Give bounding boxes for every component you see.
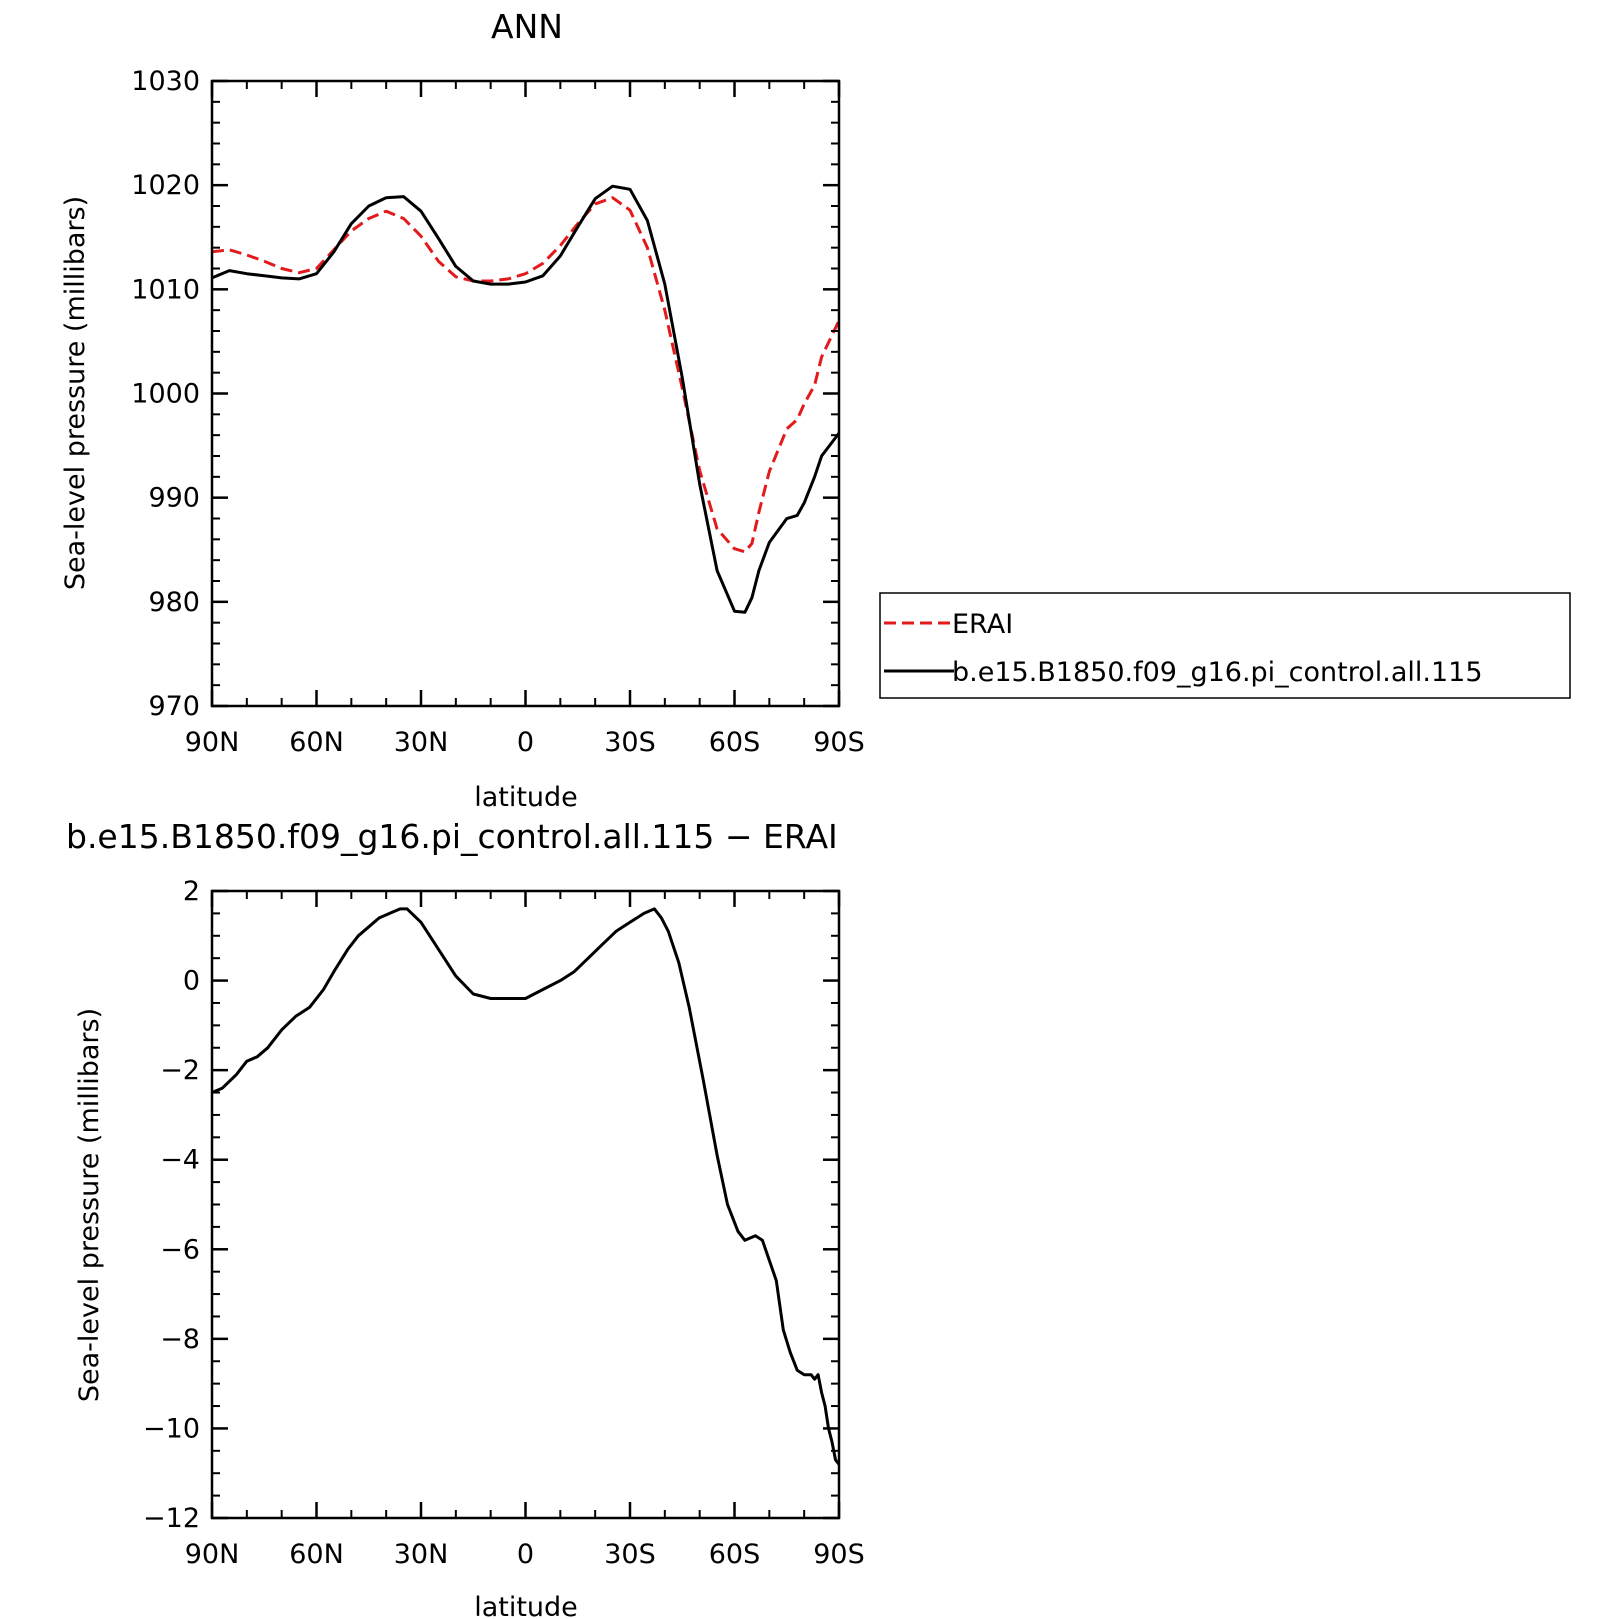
y-axis-label-top: Sea-level pressure (millibars)	[60, 196, 91, 590]
top-x-tick-label: 60S	[709, 727, 761, 758]
bottom-y-tick-label: −6	[160, 1234, 200, 1265]
bottom-x-tick-label: 30N	[394, 1539, 449, 1570]
top-y-tick-label: 1030	[131, 66, 200, 97]
x-axis-label-bottom: latitude	[474, 1592, 578, 1619]
bottom-x-tick-label: 60N	[289, 1539, 344, 1570]
top-x-ticks: 90N 60N 30N 0 30S 60S 90S	[185, 81, 865, 758]
plot-frame-bottom	[210, 889, 841, 1520]
top-x-tick-label: 30S	[604, 727, 656, 758]
bottom-y-ticks: −12 −10 −8 −6 −4 −2 0 2	[143, 876, 839, 1534]
bottom-y-tick-label: −8	[160, 1324, 200, 1355]
y-axis-label-bottom: Sea-level pressure (millibars)	[74, 1008, 105, 1402]
bottom-x-tick-label: 90N	[185, 1539, 240, 1570]
top-y-tick-label: 980	[148, 587, 200, 618]
bottom-y-tick-label: −2	[160, 1055, 200, 1086]
top-x-tick-label: 60N	[289, 727, 344, 758]
bottom-x-tick-label: 0	[517, 1539, 534, 1570]
legend-label-model: b.e15.B1850.f09_g16.pi_control.all.115	[952, 657, 1483, 688]
top-x-tick-label: 30N	[394, 727, 449, 758]
top-y-ticks: 970 980 990 1000 1010 1020 1030	[131, 66, 839, 722]
chart-panel-bottom: b.e15.B1850.f09_g16.pi_control.all.115 −…	[66, 817, 865, 1619]
bottom-y-tick-label: 2	[183, 876, 200, 907]
x-axis-label-top: latitude	[474, 782, 578, 813]
top-y-tick-label: 1020	[131, 170, 200, 201]
top-y-tick-label: 970	[148, 691, 200, 722]
bottom-y-tick-label: −4	[160, 1145, 200, 1176]
top-x-tick-label: 0	[517, 727, 534, 758]
legend-frame	[879, 592, 1571, 699]
top-series-lines	[211, 184, 841, 614]
top-series-line-1	[211, 184, 841, 614]
bottom-x-ticks: 90N 60N 30N 0 30S 60S 90S	[185, 891, 865, 1570]
legend-label-erai: ERAI	[952, 609, 1013, 640]
chart-title-bottom: b.e15.B1850.f09_g16.pi_control.all.115 −…	[66, 817, 838, 856]
bottom-series-lines	[211, 907, 841, 1466]
top-y-tick-label: 1010	[131, 274, 200, 305]
bottom-x-tick-label: 90S	[813, 1539, 865, 1570]
bottom-y-tick-label: −10	[143, 1413, 200, 1444]
top-series-line-0	[211, 196, 841, 554]
chart-panel-top: ANN 970 980 990 1000 1010 1020 1030 90N 60N 30N 0…	[60, 7, 865, 813]
top-x-tick-label: 90S	[813, 727, 865, 758]
bottom-x-tick-label: 30S	[604, 1539, 656, 1570]
top-x-tick-label: 90N	[185, 727, 240, 758]
bottom-y-tick-label: −12	[143, 1503, 200, 1534]
chart-title-top: ANN	[491, 7, 563, 46]
bottom-x-tick-label: 60S	[709, 1539, 761, 1570]
top-y-tick-label: 1000	[131, 379, 200, 410]
bottom-series-line-0	[211, 907, 841, 1466]
legend: ERAI b.e15.B1850.f09_g16.pi_control.all.…	[879, 592, 1571, 699]
bottom-y-tick-label: 0	[183, 966, 200, 997]
top-y-tick-label: 990	[148, 483, 200, 514]
